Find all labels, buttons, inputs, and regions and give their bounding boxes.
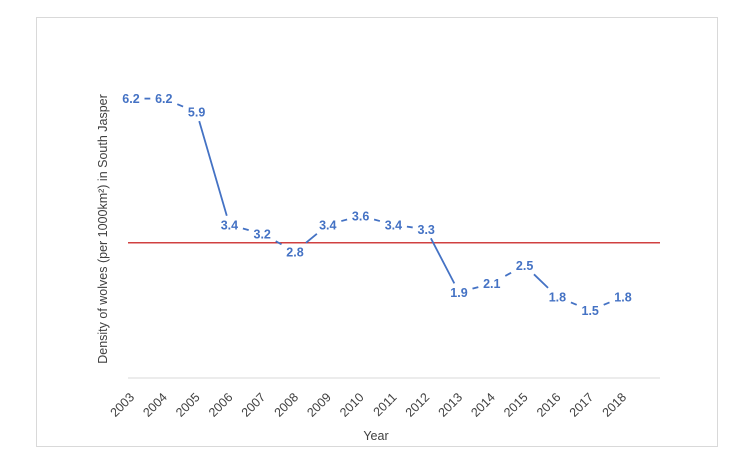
x-tick-label: 2013 <box>436 390 466 420</box>
series-segment <box>430 237 456 284</box>
data-label: 1.8 <box>614 290 631 304</box>
data-label-layer: 6.2 6.2 5.9 3.4 3.2 2.8 3.4 3.6 3.4 3.3 1.9 2.1 2.5 1… <box>122 92 631 318</box>
series-line-layer <box>144 97 610 306</box>
series-segment <box>341 218 348 222</box>
data-label: 3.4 <box>319 218 336 232</box>
x-tick-label: 2014 <box>468 390 498 420</box>
series-segment <box>504 271 512 277</box>
data-label: 6.2 <box>122 92 139 106</box>
x-tick-label: 2007 <box>239 390 269 420</box>
x-tick-label-layer: 2003 2004 2005 2006 2007 2008 2009 2010 2011 2012… <box>108 390 630 420</box>
x-tick-label: 2010 <box>337 390 367 420</box>
data-label: 6.2 <box>155 92 172 106</box>
data-label: 1.8 <box>549 290 566 304</box>
data-label: 1.5 <box>582 304 599 318</box>
chart-frame <box>36 17 718 447</box>
x-tick-label: 2011 <box>371 390 400 419</box>
series-segment <box>305 233 318 244</box>
data-label: 2.8 <box>286 245 303 259</box>
x-tick-label: 2017 <box>567 390 597 420</box>
x-tick-label: 2016 <box>534 390 564 420</box>
x-tick-label: 2008 <box>272 390 302 420</box>
data-label: 3.3 <box>418 223 435 237</box>
data-label: 3.4 <box>385 218 402 232</box>
x-tick-label: 2018 <box>600 390 630 420</box>
series-segment <box>242 227 249 231</box>
series-segment <box>603 301 610 306</box>
series-segment <box>472 286 479 290</box>
series-segment <box>198 120 228 217</box>
data-label: 3.6 <box>352 209 369 223</box>
data-label: 1.9 <box>450 286 467 300</box>
series-segment <box>373 218 381 222</box>
x-tick-label: 2003 <box>108 390 138 420</box>
series-segment <box>406 225 413 229</box>
series-segment <box>275 240 282 246</box>
series-segment <box>176 103 184 108</box>
series-segment <box>570 301 578 306</box>
data-label: 3.4 <box>221 218 238 232</box>
data-label: 2.1 <box>483 277 500 291</box>
data-label: 2.5 <box>516 259 533 273</box>
data-label: 3.2 <box>254 227 271 241</box>
x-tick-label: 2004 <box>140 390 170 420</box>
x-tick-label: 2005 <box>173 390 203 420</box>
x-tick-label: 2006 <box>206 390 236 420</box>
x-tick-label: 2009 <box>304 390 334 420</box>
y-axis-title: Density of wolves (per 1000km²) in South… <box>96 94 110 364</box>
data-label: 5.9 <box>188 106 205 120</box>
x-axis-title: Year <box>363 429 388 443</box>
x-tick-label: 2015 <box>501 390 531 420</box>
x-tick-label: 2012 <box>403 390 433 420</box>
series-segment <box>533 273 549 289</box>
